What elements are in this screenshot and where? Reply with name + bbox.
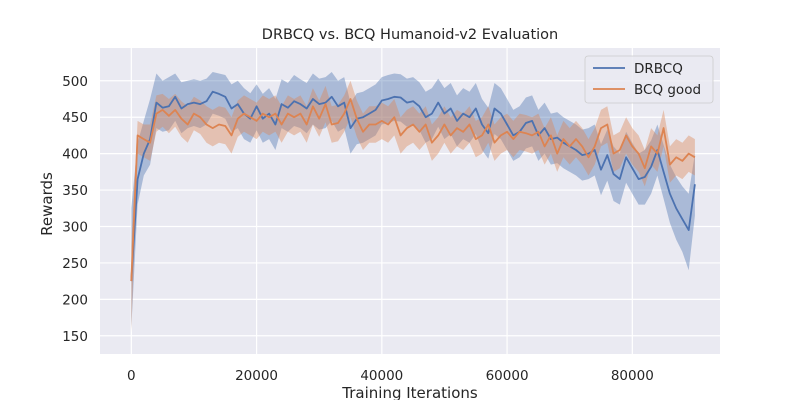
- y-tick-label: 250: [62, 256, 88, 272]
- x-tick-label: 20000: [235, 368, 278, 384]
- y-tick-label: 350: [62, 183, 88, 199]
- legend: DRBCQ BCQ good: [584, 55, 714, 104]
- gridlines: [100, 48, 720, 354]
- line-drbcq: [130, 90, 696, 282]
- y-tick-label: 150: [62, 329, 88, 345]
- x-tick-label: 80000: [611, 368, 654, 384]
- y-tick-label: 500: [62, 74, 88, 90]
- x-axis-label: Training Iterations: [341, 384, 478, 400]
- chart-title: DRBCQ vs. BCQ Humanoid-v2 Evaluation: [262, 27, 558, 43]
- legend-label-bcq-good: BCQ good: [634, 82, 701, 98]
- y-tick-label: 300: [62, 220, 88, 236]
- y-tick-label: 450: [62, 110, 88, 126]
- line-bcq-good: [130, 98, 696, 282]
- y-tick-label: 200: [62, 292, 88, 308]
- tick-labels: 0 20000 40000 60000 80000 150 200 250 300 350 400 4…: [62, 74, 654, 384]
- y-tick-label: 400: [62, 147, 88, 163]
- x-tick-label: 60000: [486, 368, 529, 384]
- series-lines: [130, 90, 696, 282]
- band-drbcq: [131, 72, 695, 329]
- y-axis-label: Rewards: [38, 172, 56, 236]
- x-tick-label: 40000: [360, 368, 403, 384]
- legend-label-drbcq: DRBCQ: [634, 61, 683, 77]
- x-tick-label: 0: [127, 368, 136, 384]
